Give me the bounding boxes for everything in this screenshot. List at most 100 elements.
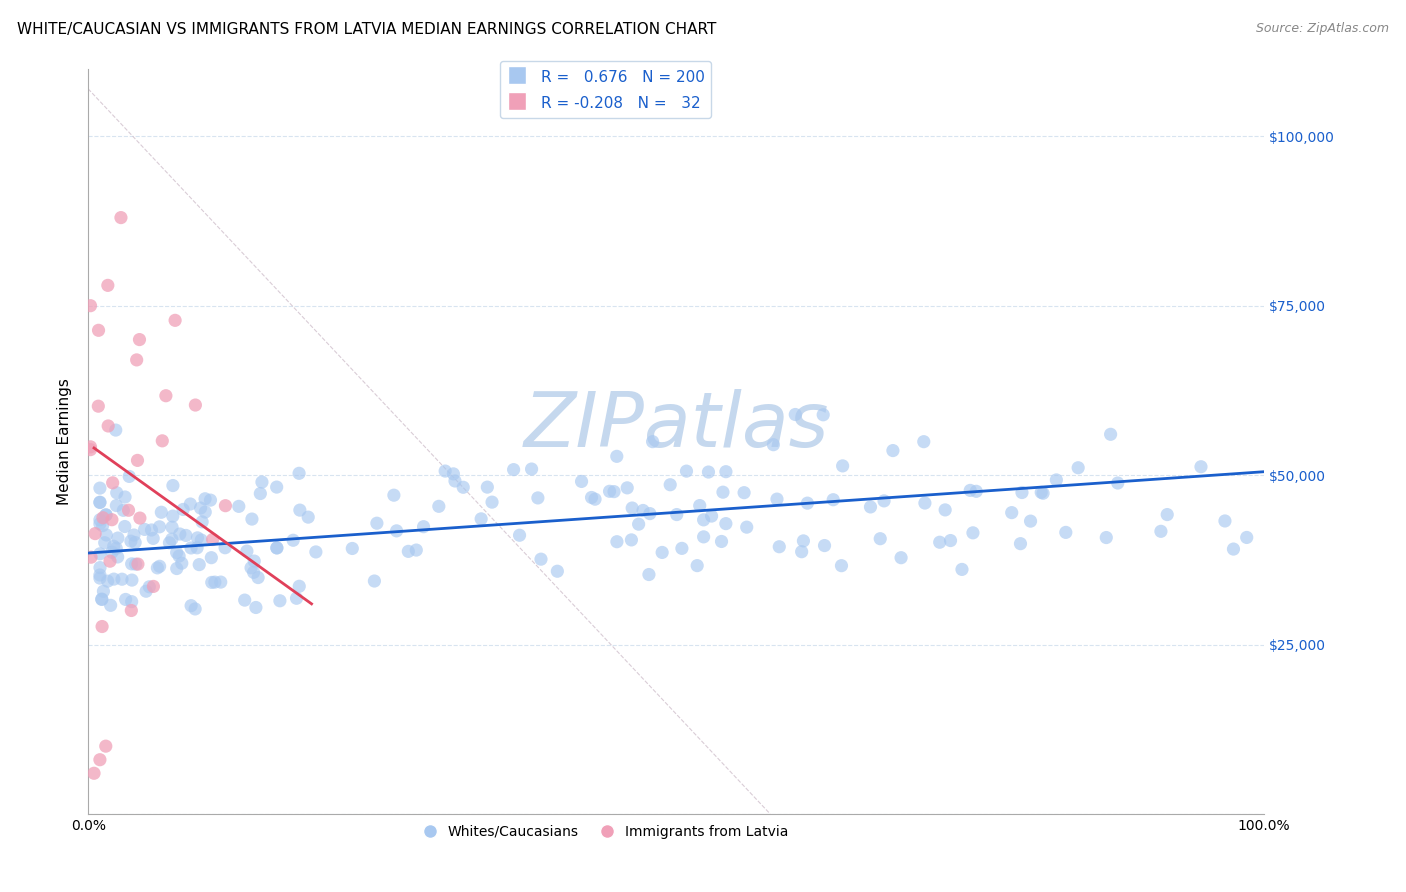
Point [101,513,124,527]
Point [766,492,789,507]
Point [912,434,935,449]
Point [194,505,217,519]
Point [697,465,720,479]
Point [796,496,818,510]
Point [675,464,697,478]
Point [91,518,114,533]
Point [114,490,136,504]
Point [180,599,202,613]
Point [105,541,128,556]
Legend: Whites/Caucasians, Immigrants from Latvia: Whites/Caucasians, Immigrants from Latvi… [418,819,794,844]
Point [692,530,714,544]
Point [121,594,143,608]
Point [112,503,135,517]
Point [965,484,987,499]
Point [114,519,136,533]
Point [160,520,183,534]
Point [530,552,553,566]
Point [950,562,973,576]
Point [94,739,117,754]
Point [1099,427,1122,442]
Point [1189,459,1212,474]
Point [711,485,734,500]
Point [97,278,120,293]
Point [444,474,467,488]
Point [831,458,853,473]
Point [297,510,319,524]
Point [150,505,173,519]
Point [214,499,236,513]
Point [134,523,156,537]
Point [114,592,136,607]
Point [714,516,737,531]
Point [124,557,146,571]
Point [172,502,194,516]
Point [104,423,127,437]
Point [165,313,187,327]
Point [631,503,654,517]
Point [127,557,149,571]
Point [89,571,111,585]
Point [100,599,122,613]
Point [689,499,711,513]
Point [616,481,638,495]
Point [1095,531,1118,545]
Point [122,528,145,542]
Point [138,580,160,594]
Point [125,352,148,367]
Point [240,512,263,526]
Point [385,524,408,538]
Point [105,499,128,513]
Point [250,475,273,489]
Point [184,398,207,412]
Point [214,541,236,555]
Point [869,532,891,546]
Point [928,535,950,549]
Point [117,503,139,517]
Point [762,438,785,452]
Point [481,495,503,509]
Point [94,508,117,522]
Point [412,519,434,533]
Point [811,408,834,422]
Point [266,541,288,555]
Point [665,508,688,522]
Point [240,561,263,575]
Point [149,559,172,574]
Point [659,477,682,491]
Point [620,533,643,547]
Point [470,512,492,526]
Point [159,536,181,550]
Point [502,462,524,476]
Point [96,508,118,522]
Point [1067,460,1090,475]
Point [583,492,606,507]
Point [148,520,170,534]
Point [96,528,118,542]
Point [651,545,673,559]
Point [135,584,157,599]
Point [141,523,163,537]
Point [451,480,474,494]
Point [150,434,173,448]
Point [641,434,664,449]
Point [520,462,543,476]
Text: Source: ZipAtlas.com: Source: ZipAtlas.com [1256,22,1389,36]
Point [266,480,288,494]
Point [1045,473,1067,487]
Point [166,545,188,559]
Point [142,579,165,593]
Point [283,533,305,548]
Point [209,575,232,590]
Point [1031,485,1053,500]
Point [249,486,271,500]
Point [959,483,981,498]
Point [89,547,111,561]
Point [288,579,311,593]
Point [247,570,270,584]
Point [90,592,112,607]
Point [305,545,328,559]
Point [914,496,936,510]
Point [1222,542,1244,557]
Point [103,539,125,553]
